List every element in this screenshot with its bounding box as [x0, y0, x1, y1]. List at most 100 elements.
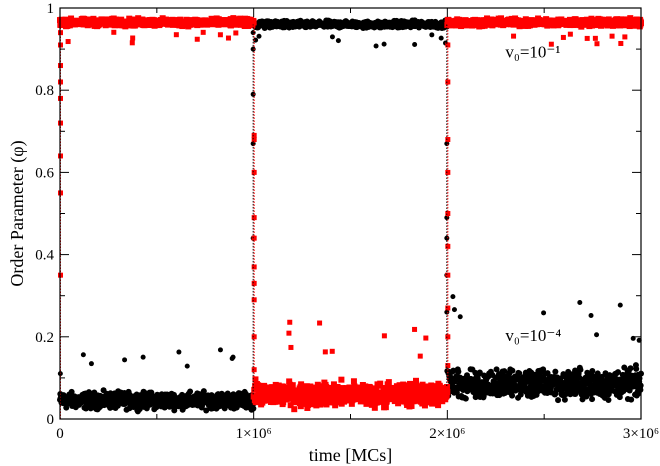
black-series-point	[544, 370, 551, 377]
black-series-point	[493, 366, 500, 373]
black-series-point	[628, 396, 635, 403]
red-series-point	[314, 381, 321, 388]
red-series-outlier	[417, 353, 423, 359]
black-series-outlier	[457, 314, 463, 320]
black-series-outlier	[140, 354, 146, 360]
red-series-point	[289, 382, 296, 389]
axis-ticks	[59, 7, 642, 420]
red-series-outlier	[225, 35, 231, 41]
red-series-point	[362, 383, 369, 390]
black-series-point	[250, 405, 257, 412]
black-series-outlier	[451, 307, 457, 313]
black-series-outlier	[329, 34, 335, 40]
red-series-transition-point	[445, 137, 451, 143]
red-series-transition-point	[251, 297, 257, 303]
black-series-point	[63, 404, 70, 411]
red-series-point	[402, 395, 409, 402]
black-series-point	[594, 370, 601, 377]
red-series-point	[332, 402, 339, 409]
red-series-transition-point	[445, 363, 451, 369]
red-series-point	[280, 383, 287, 390]
x-axis-label: time [MCs]	[309, 445, 393, 465]
red-series-point	[394, 396, 401, 403]
annotation-v0-low: v₀=10⁻⁴	[505, 326, 561, 345]
black-series-outlier	[176, 349, 182, 355]
red-series-point	[298, 381, 305, 388]
black-series-point	[577, 366, 584, 373]
red-series-point	[428, 382, 435, 389]
red-series-transition-point	[445, 169, 451, 175]
red-series-outlier	[609, 33, 615, 39]
black-series-point	[561, 396, 568, 403]
black-series-outlier	[229, 355, 235, 361]
x-tick-label: 0	[56, 426, 64, 442]
red-series-outlier	[129, 40, 135, 46]
red-series-point	[350, 378, 357, 385]
y-tick-label: 0	[47, 412, 55, 428]
y-tick-label: 1	[47, 1, 55, 17]
black-series-point	[583, 393, 590, 400]
red-series-point	[419, 381, 426, 388]
red-series-outlier	[286, 330, 292, 336]
red-series-point	[347, 385, 354, 392]
red-series-outlier	[233, 30, 239, 36]
red-series-point	[438, 385, 445, 392]
red-series-point	[250, 19, 257, 26]
red-series-point	[498, 15, 505, 22]
red-series-transition-point	[251, 264, 257, 270]
red-series-point	[296, 400, 303, 407]
black-series-outlier	[373, 43, 379, 49]
red-series-outlier	[322, 349, 328, 355]
black-series-outlier	[588, 312, 594, 318]
y-tick-label: 0.4	[35, 248, 54, 264]
black-series-point	[203, 407, 210, 414]
red-series-point	[385, 379, 392, 386]
black-series-point	[509, 367, 516, 374]
black-series-point	[462, 395, 469, 402]
black-series-point	[555, 397, 562, 404]
red-series-outlier	[111, 29, 117, 35]
red-series-point	[287, 402, 294, 409]
red-series-point	[444, 389, 451, 396]
black-series-point	[552, 368, 559, 375]
red-series-outlier	[511, 33, 517, 39]
black-series-point	[616, 394, 623, 401]
red-series-point	[260, 397, 267, 404]
red-series-point	[435, 402, 442, 409]
black-series-point	[605, 396, 612, 403]
red-series-outlier	[381, 333, 387, 339]
red-series-outlier	[65, 39, 71, 45]
red-series-point	[330, 381, 337, 388]
red-series-point	[254, 399, 261, 406]
black-series-outlier	[217, 347, 223, 353]
black-series-point	[501, 368, 508, 375]
red-series-point	[427, 397, 434, 404]
red-series-outlier	[130, 35, 136, 41]
black-series-outlier	[450, 294, 456, 300]
red-series-outlier	[287, 319, 293, 325]
black-series-point	[455, 368, 462, 375]
black-series-outlier	[184, 363, 190, 369]
black-series-outlier	[335, 38, 341, 44]
x-tick-label: 1×10⁶	[236, 426, 272, 442]
tick-labels: 0 1×10⁶ 2×10⁶ 3×10⁶ 0 0.2 0.4 0.6 0.8 1	[35, 1, 659, 442]
black-series-point	[187, 388, 194, 395]
red-series-point	[348, 400, 355, 407]
red-series-outlier	[412, 326, 418, 332]
black-series-outlier	[577, 299, 583, 305]
x-tick-label: 3×10⁶	[623, 426, 659, 442]
red-series-point	[413, 377, 420, 384]
red-series-outlier	[329, 348, 335, 354]
red-series-point	[373, 386, 380, 393]
red-series-point	[403, 382, 410, 389]
transition-lines	[60, 24, 449, 419]
black-series-outlier	[253, 37, 259, 43]
red-series-point	[429, 400, 436, 407]
black-series-outlier	[438, 35, 444, 41]
red-series-point	[338, 376, 345, 383]
red-series-point	[395, 400, 402, 407]
black-series-point	[615, 369, 622, 376]
black-series-point	[509, 392, 516, 399]
red-series-point	[297, 403, 304, 410]
black-series-outlier	[412, 41, 418, 47]
